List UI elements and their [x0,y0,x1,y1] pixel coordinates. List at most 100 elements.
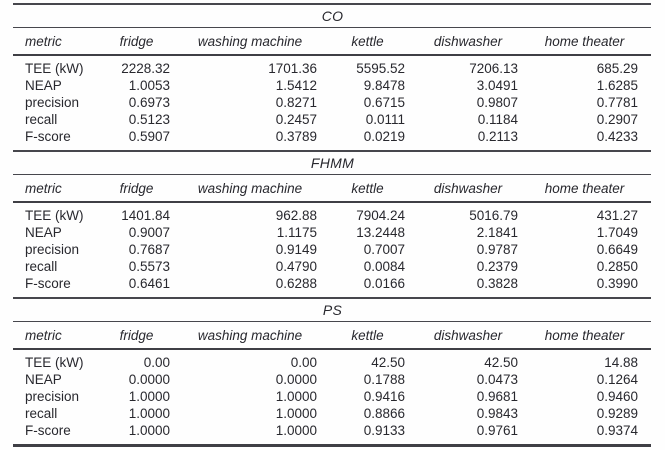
value-cell: 0.7687 [128,242,170,257]
value-cell: 0.9787 [476,242,518,257]
col-header-dishwasher: dishwasher [418,321,531,350]
metric-label: F-score [25,423,71,438]
value-cell: 0.0000 [275,372,317,387]
metrics-table-ps: metric fridge washing machine kettle dis… [13,321,651,444]
value-cell: 42.50 [371,355,405,370]
table-row-tee: TEE (kW) 2228.32 1701.36 5595.52 7206.13 685.… [13,55,651,77]
value-cell: 1.0000 [128,389,170,404]
value-cell: 0.9416 [363,389,405,404]
table-row-precision: precision 0.6973 0.8271 0.6715 0.9807 0.7781 [13,94,651,111]
col-header-home-theater: home theater [531,174,651,203]
value-cell: 1.0000 [128,406,170,421]
table-title-ps: PS [322,302,343,318]
value-cell: 1.0000 [275,389,317,404]
value-cell: 0.4233 [596,129,638,144]
value-cell: 0.9149 [275,242,317,257]
value-cell: 1.0000 [275,423,317,438]
value-cell: 0.6715 [363,95,405,110]
metric-label: NEAP [25,372,62,387]
value-cell: 0.9289 [596,406,638,421]
col-header-kettle: kettle [330,27,418,56]
value-cell: 3.0491 [476,78,518,93]
value-cell: 0.2907 [596,112,638,127]
value-cell: 1.0053 [128,78,170,93]
metric-label: TEE (kW) [25,61,84,76]
table-row-neap: NEAP 1.0053 1.5412 9.8478 3.0491 1.6285 [13,77,651,94]
value-cell: 0.3990 [596,276,638,291]
table-title-fhmm: FHMM [310,155,355,171]
value-cell: 0.9374 [596,423,638,438]
col-header-washing-machine: washing machine [183,321,330,350]
value-cell: 0.00 [290,355,317,370]
value-cell: 0.1264 [596,372,638,387]
value-cell: 0.00 [143,355,170,370]
value-cell: 13.2448 [356,225,405,240]
value-cell: 0.9007 [128,225,170,240]
table-row-fscore: F-score 0.5907 0.3789 0.0219 0.2113 0.4233 [13,128,651,150]
value-cell: 962.88 [275,208,317,223]
horizontal-rule-bottom [13,444,651,447]
value-cell: 1701.36 [268,61,317,76]
value-cell: 0.8271 [275,95,317,110]
metrics-table-fhmm: metric fridge washing machine kettle dis… [13,174,651,297]
table-row-recall: recall 0.5123 0.2457 0.0111 0.1184 0.2907 [13,111,651,128]
metric-label: NEAP [25,225,62,240]
col-header-fridge: fridge [103,27,183,56]
col-header-washing-machine: washing machine [183,27,330,56]
table-row-recall: recall 0.5573 0.4790 0.0084 0.2379 0.2850 [13,258,651,275]
value-cell: 0.2379 [476,259,518,274]
value-cell: 0.7007 [363,242,405,257]
value-cell: 0.9761 [476,423,518,438]
value-cell: 0.6973 [128,95,170,110]
horizontal-rule-top [13,3,651,5]
value-cell: 0.8866 [363,406,405,421]
value-cell: 1.6285 [596,78,638,93]
value-cell: 0.6461 [128,276,170,291]
metric-label: precision [25,389,80,404]
value-cell: 1.7049 [596,225,638,240]
table-row-neap: NEAP 0.9007 1.1175 13.2448 2.1841 1.7049 [13,224,651,241]
table-row-tee: TEE (kW) 1401.84 962.88 7904.24 5016.79 431.2… [13,202,651,224]
col-header-washing-machine: washing machine [183,174,330,203]
value-cell: 0.2457 [275,112,317,127]
horizontal-rule-mid2 [13,297,651,299]
value-cell: 0.3828 [476,276,518,291]
value-cell: 1.0000 [275,406,317,421]
value-cell: 0.9133 [363,423,405,438]
metric-label: recall [25,112,58,127]
col-header-metric: metric [13,174,103,203]
metric-label: recall [25,259,58,274]
metric-label: F-score [25,129,71,144]
col-header-metric: metric [13,321,103,350]
table-row-fscore: F-score 0.6461 0.6288 0.0166 0.3828 0.3990 [13,275,651,297]
value-cell: 0.6649 [596,242,638,257]
value-cell: 0.5123 [128,112,170,127]
metrics-table-co: metric fridge washing machine kettle dis… [13,27,651,150]
value-cell: 1401.84 [121,208,170,223]
table-section-fhmm: FHMM metric fridge washing machine kettl… [0,152,665,297]
value-cell: 0.1788 [363,372,405,387]
col-header-fridge: fridge [103,174,183,203]
metric-label: precision [25,95,80,110]
metric-label: recall [25,406,58,421]
value-cell: 0.0219 [363,129,405,144]
value-cell: 14.88 [604,355,638,370]
col-header-dishwasher: dishwasher [418,27,531,56]
value-cell: 685.29 [596,61,638,76]
value-cell: 0.6288 [275,276,317,291]
table-row-recall: recall 1.0000 1.0000 0.8866 0.9843 0.9289 [13,405,651,422]
value-cell: 7904.24 [356,208,405,223]
value-cell: 0.4790 [275,259,317,274]
value-cell: 0.9843 [476,406,518,421]
metric-label: precision [25,242,80,257]
value-cell: 0.2113 [477,129,518,144]
value-cell: 7206.13 [469,61,518,76]
table-row-precision: precision 0.7687 0.9149 0.7007 0.9787 0.6649 [13,241,651,258]
value-cell: 431.27 [596,208,638,223]
table-row-neap: NEAP 0.0000 0.0000 0.1788 0.0473 0.1264 [13,371,651,388]
value-cell: 1.0000 [128,423,170,438]
header-row: metric fridge washing machine kettle dis… [13,27,651,56]
value-cell: 0.0473 [476,372,518,387]
value-cell: 0.7781 [596,95,638,110]
header-row: metric fridge washing machine kettle dis… [13,321,651,350]
